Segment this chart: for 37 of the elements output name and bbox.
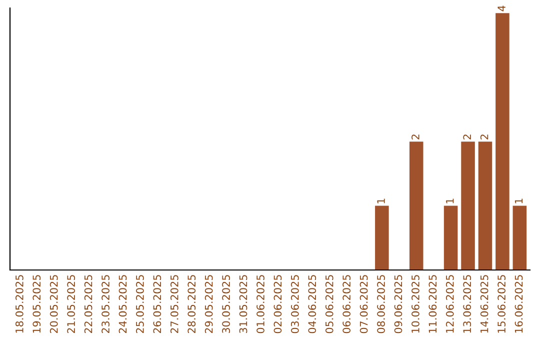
x-tick-label: 25.05.2025 [136,275,144,334]
x-tick-label: 19.05.2025 [32,275,41,333]
x-tick-label: 05.06.2025 [325,275,334,334]
x-tick-label: 12.06.2025 [446,275,454,333]
data-label: 1 [377,198,385,204]
x-tick-label: 27.05.2025 [170,275,178,334]
x-tick-label: 07.06.2025 [360,275,368,334]
x-tick-label: 23.05.2025 [102,275,110,334]
x-tick-label: 11.06.2025 [428,275,437,333]
x-tick-label: 30.05.2025 [222,275,230,334]
x-tick-label: 14.06.2025 [480,275,488,333]
x-tick-label: 18.05.2025 [15,275,24,333]
x-tick-label: 08.06.2025 [377,275,385,334]
x-tick-label: 01.06.2025 [256,275,264,334]
data-label: 1 [446,198,454,204]
x-tick-label: 24.05.2025 [118,275,127,334]
x-tick-label: 20.05.2025 [50,275,58,334]
data-label: 2 [463,134,471,140]
x-tick-label: 29.05.2025 [204,275,213,334]
x-tick-label: 04.06.2025 [308,275,316,334]
x-tick-label: 09.06.2025 [394,275,402,334]
x-tick-label: 26.05.2025 [153,275,162,334]
x-tick-label: 28.05.2025 [188,275,196,334]
x-tick-label: 13.06.2025 [463,275,472,333]
data-label: 2 [412,134,420,140]
x-tick-label: 15.06.2025 [498,275,506,333]
x-tick-label: 02.06.2025 [274,275,282,334]
x-tick-label: 16.06.2025 [514,275,523,333]
data-label: 4 [498,6,506,12]
x-tick-label: 22.05.2025 [84,275,92,334]
x-tick-label: 21.05.2025 [67,275,76,334]
x-tick-label: 06.06.2025 [342,275,351,334]
x-tick-label: 10.06.2025 [412,275,420,333]
x-tick-label: 03.06.2025 [290,275,299,334]
data-label: 2 [480,134,488,140]
data-label: 1 [514,198,523,204]
x-tick-label: 31.05.2025 [239,275,248,334]
